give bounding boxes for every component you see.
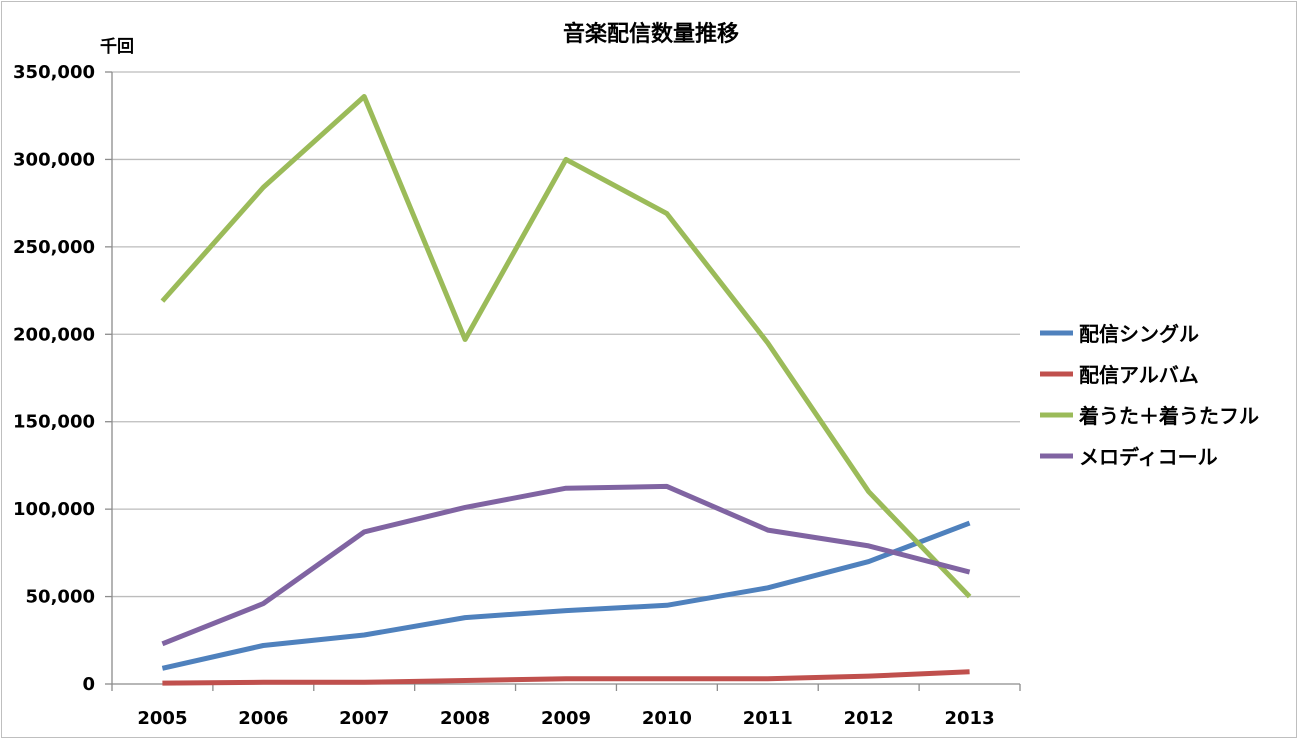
x-tick-label: 2012	[844, 708, 894, 729]
legend-label: メロディコール	[1079, 445, 1218, 469]
series-line-0	[161, 520, 971, 671]
x-tick-label: 2005	[137, 708, 187, 729]
legend-label: 配信シングル	[1079, 322, 1199, 346]
y-tick-label: 100,000	[13, 499, 95, 520]
x-tick-label: 2007	[339, 708, 389, 729]
x-tick-label: 2009	[541, 708, 591, 729]
x-tick-label: 2013	[945, 708, 995, 729]
series-line-3	[161, 483, 971, 647]
x-tick-label: 2010	[642, 708, 692, 729]
legend-label: 配信アルバム	[1079, 363, 1199, 387]
y-tick-label: 300,000	[13, 149, 95, 170]
series-line-2	[160, 94, 972, 599]
x-tick-label: 2006	[238, 708, 288, 729]
x-axis-ticks: 2005 2006 2007 2008 2009 2010 2011 2012 2013	[111, 684, 1021, 729]
y-tick-label: 200,000	[13, 324, 95, 345]
y-axis-unit-label: 千回	[100, 37, 134, 57]
legend-label: 着うた＋着うたフル	[1078, 404, 1259, 428]
y-tick-label: 50,000	[26, 587, 95, 608]
chart-title: 音楽配信数量推移	[563, 21, 739, 47]
y-tick-label: 250,000	[13, 237, 95, 258]
x-tick-label: 2011	[743, 708, 793, 729]
y-tick-label: 350,000	[13, 62, 95, 83]
series-line-1	[162, 669, 970, 686]
y-axis-ticks: 0 50,000 100,000 150,000 200,000 250,000 300,0…	[13, 62, 112, 695]
y-tick-label: 150,000	[13, 412, 95, 433]
x-tick-label: 2008	[440, 708, 490, 729]
series-lines	[160, 94, 972, 686]
y-tick-label: 0	[82, 674, 95, 695]
